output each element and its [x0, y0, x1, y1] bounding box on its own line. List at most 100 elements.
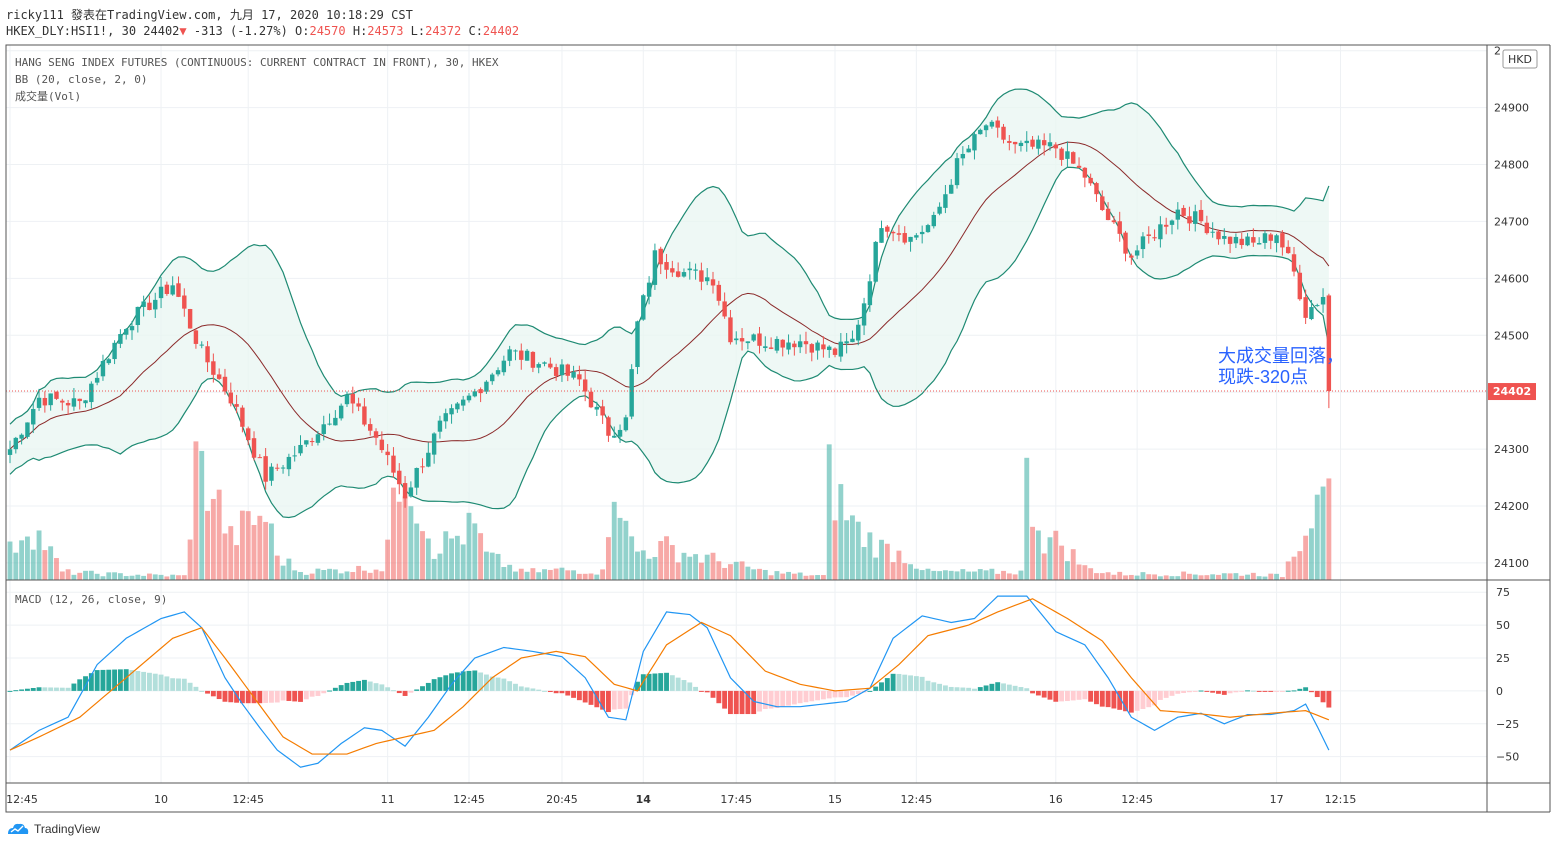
- candle[interactable]: [455, 401, 460, 413]
- candle[interactable]: [495, 367, 501, 377]
- candle[interactable]: [896, 224, 902, 242]
- candle[interactable]: [803, 331, 809, 354]
- candle[interactable]: [519, 343, 524, 370]
- candle[interactable]: [443, 408, 448, 429]
- candle[interactable]: [25, 422, 30, 439]
- candle[interactable]: [298, 435, 303, 456]
- candle[interactable]: [19, 433, 24, 445]
- candle[interactable]: [1076, 157, 1082, 169]
- candle[interactable]: [338, 403, 344, 421]
- candle[interactable]: [193, 329, 199, 349]
- candle[interactable]: [164, 281, 170, 296]
- candle[interactable]: [385, 444, 390, 466]
- candle[interactable]: [472, 388, 478, 398]
- candle[interactable]: [1030, 136, 1035, 150]
- candle[interactable]: [553, 363, 559, 381]
- candle[interactable]: [536, 362, 541, 374]
- candle[interactable]: [7, 440, 13, 464]
- candle[interactable]: [995, 116, 1000, 138]
- candle[interactable]: [693, 263, 698, 280]
- candle[interactable]: [1193, 204, 1198, 232]
- candle[interactable]: [1216, 229, 1221, 245]
- candle[interactable]: [792, 340, 797, 356]
- candle[interactable]: [704, 268, 710, 286]
- candle[interactable]: [1256, 237, 1262, 245]
- candle[interactable]: [1245, 233, 1250, 247]
- candle[interactable]: [1268, 232, 1273, 250]
- candle[interactable]: [397, 463, 402, 495]
- candle[interactable]: [65, 399, 71, 415]
- candle[interactable]: [147, 295, 152, 311]
- candle[interactable]: [1024, 131, 1029, 152]
- candle[interactable]: [275, 463, 280, 471]
- candle[interactable]: [943, 184, 948, 214]
- candle[interactable]: [507, 345, 512, 367]
- candle[interactable]: [1111, 215, 1117, 224]
- candle[interactable]: [1320, 288, 1326, 313]
- candle[interactable]: [838, 333, 844, 362]
- candle[interactable]: [1117, 211, 1122, 242]
- candle[interactable]: [908, 236, 913, 252]
- candle[interactable]: [1163, 217, 1169, 235]
- candle[interactable]: [1059, 147, 1064, 166]
- candle[interactable]: [983, 124, 989, 138]
- annotation-line-2[interactable]: 现跌-320点: [1218, 367, 1308, 387]
- candle[interactable]: [582, 369, 588, 402]
- candle[interactable]: [827, 345, 832, 358]
- candle[interactable]: [216, 368, 222, 380]
- candle[interactable]: [844, 333, 849, 354]
- candle[interactable]: [1158, 216, 1163, 248]
- candle[interactable]: [734, 331, 739, 345]
- candle[interactable]: [1007, 134, 1012, 151]
- candle[interactable]: [1198, 200, 1204, 224]
- candle[interactable]: [1100, 190, 1105, 212]
- candle[interactable]: [251, 431, 257, 461]
- candle[interactable]: [94, 372, 100, 386]
- candle[interactable]: [321, 415, 326, 441]
- candle[interactable]: [797, 334, 803, 354]
- candle[interactable]: [1297, 264, 1303, 301]
- candle[interactable]: [856, 319, 861, 346]
- candle[interactable]: [774, 336, 780, 354]
- candle[interactable]: [623, 414, 629, 432]
- candle[interactable]: [1129, 253, 1134, 265]
- candle[interactable]: [524, 348, 530, 361]
- candle[interactable]: [60, 398, 65, 411]
- candle[interactable]: [1169, 219, 1175, 235]
- candle[interactable]: [745, 341, 751, 350]
- candle[interactable]: [687, 261, 692, 280]
- annotation-line-1[interactable]: 大成交量回落，: [1218, 346, 1344, 366]
- candle[interactable]: [408, 481, 414, 498]
- candle[interactable]: [937, 202, 942, 216]
- candle[interactable]: [490, 372, 495, 385]
- currency-badge[interactable]: HKD: [1502, 49, 1538, 69]
- candle[interactable]: [89, 381, 94, 409]
- candle[interactable]: [13, 436, 19, 454]
- candle[interactable]: [1303, 289, 1308, 324]
- candle[interactable]: [960, 146, 966, 166]
- candle[interactable]: [559, 359, 565, 382]
- candle[interactable]: [850, 330, 855, 343]
- candles[interactable]: [6, 116, 1487, 508]
- candle[interactable]: [36, 388, 42, 411]
- candle[interactable]: [890, 230, 896, 242]
- candle[interactable]: [513, 349, 518, 361]
- candle[interactable]: [757, 326, 762, 354]
- candle[interactable]: [1082, 167, 1088, 188]
- candle[interactable]: [809, 343, 814, 362]
- candle[interactable]: [925, 223, 931, 233]
- candle[interactable]: [211, 353, 216, 383]
- candle[interactable]: [1152, 229, 1157, 242]
- candle[interactable]: [280, 464, 286, 474]
- candle[interactable]: [286, 453, 292, 477]
- candle[interactable]: [309, 437, 315, 446]
- candle[interactable]: [565, 363, 570, 382]
- candle[interactable]: [873, 240, 878, 283]
- candle[interactable]: [31, 401, 36, 434]
- candle[interactable]: [327, 413, 332, 426]
- candle[interactable]: [722, 292, 727, 319]
- candle[interactable]: [1187, 206, 1192, 231]
- candle[interactable]: [1041, 133, 1047, 156]
- candle[interactable]: [670, 260, 675, 277]
- candle[interactable]: [1262, 230, 1268, 249]
